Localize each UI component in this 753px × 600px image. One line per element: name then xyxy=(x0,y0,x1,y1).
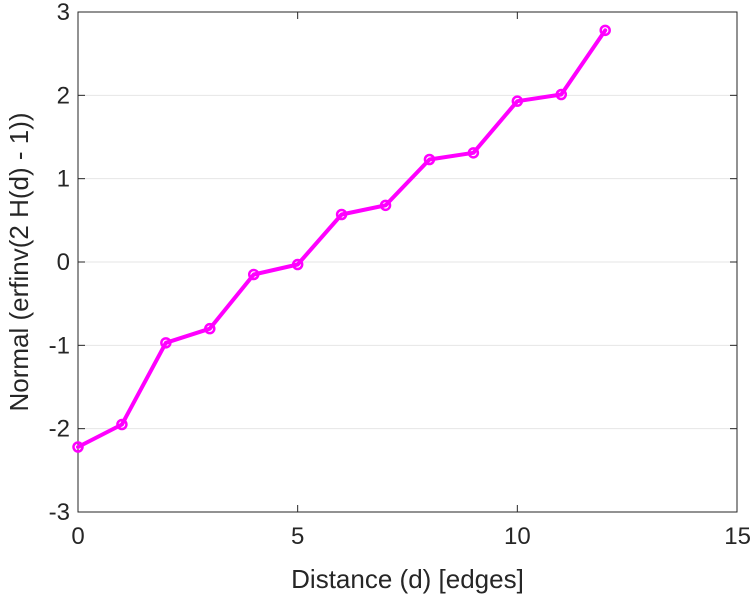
data-series xyxy=(72,24,611,453)
y-tick-label: -2 xyxy=(49,416,70,443)
y-tick-label: 0 xyxy=(57,249,70,276)
data-point xyxy=(247,268,260,281)
x-tick-label: 10 xyxy=(504,523,531,550)
x-tick-label: 0 xyxy=(71,523,84,550)
grid-lines xyxy=(78,94,737,430)
x-tick-label: 15 xyxy=(724,523,751,550)
series-line xyxy=(76,28,608,449)
data-point xyxy=(379,199,392,212)
data-point xyxy=(511,95,524,107)
data-point xyxy=(204,322,216,335)
y-tick-label: 1 xyxy=(57,166,70,193)
data-point xyxy=(555,88,568,101)
data-point xyxy=(599,24,611,37)
y-tick-label: -1 xyxy=(49,332,70,359)
data-point xyxy=(423,153,436,166)
data-point xyxy=(116,418,128,431)
x-tick-label: 5 xyxy=(291,523,304,550)
data-point xyxy=(335,208,348,221)
data-point xyxy=(160,337,172,349)
y-axis-label: Normal (erfinv(2 H(d) - 1)) xyxy=(4,112,34,411)
y-tick-label: 3 xyxy=(57,0,70,26)
y-tick-label: -3 xyxy=(49,499,70,526)
data-point xyxy=(291,258,304,271)
y-tick-label: 2 xyxy=(57,82,70,109)
x-axis-label: Distance (d) [edges] xyxy=(291,564,524,594)
data-point xyxy=(467,147,480,159)
axis-ticks: -3 -2 -1 0 1 2 3 0 5 10 15 xyxy=(49,0,751,550)
data-point xyxy=(72,441,84,453)
